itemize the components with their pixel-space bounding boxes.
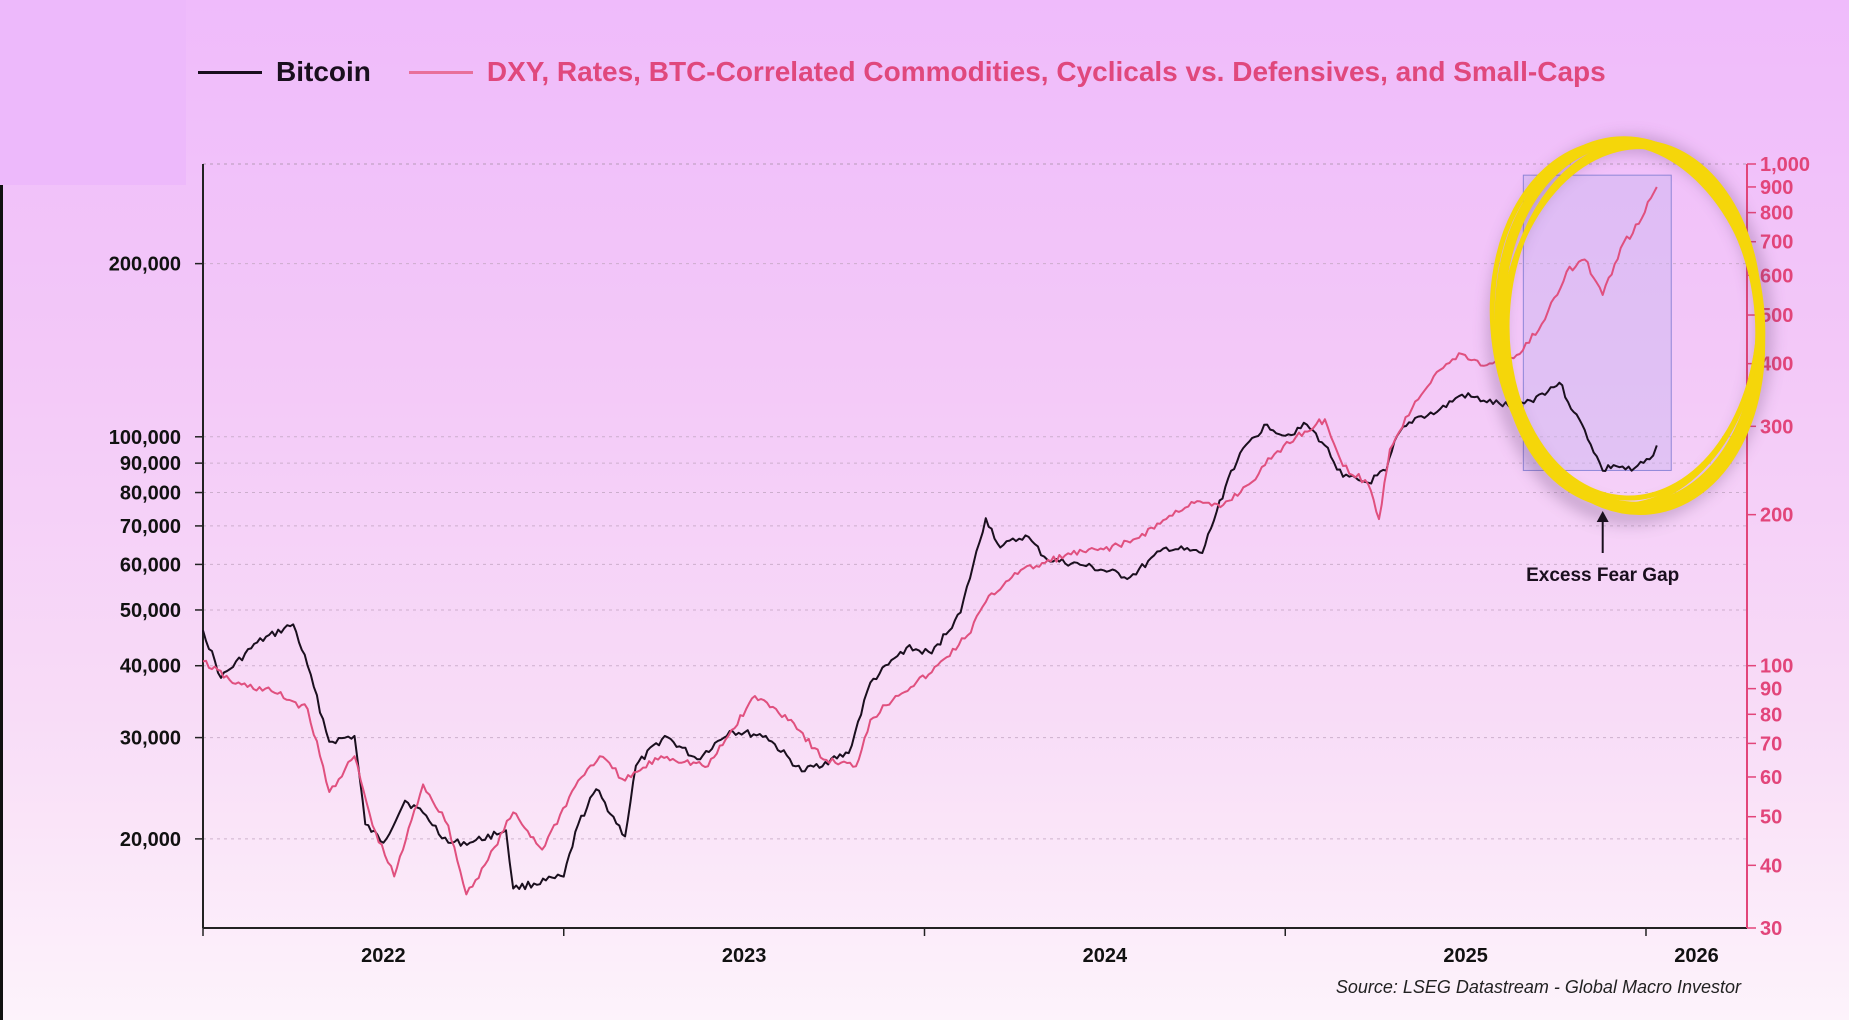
annotation-arrowhead (1596, 511, 1609, 522)
x-tick-label: 2022 (361, 945, 406, 967)
left-tick-label: 100,000 (109, 427, 181, 449)
series-line-bitcoin (202, 381, 1658, 891)
left-tick-label: 40,000 (120, 656, 181, 678)
x-tick-label: 2025 (1443, 945, 1488, 967)
right-tick-label: 80 (1760, 704, 1782, 726)
right-tick-label: 900 (1760, 177, 1793, 199)
highlight-box (1522, 174, 1672, 471)
highlight-ring (1499, 144, 1762, 509)
right-tick-label: 90 (1760, 679, 1782, 701)
left-tick-label: 50,000 (120, 600, 181, 622)
left-tick-label: 90,000 (120, 453, 181, 475)
right-tick-label: 200 (1760, 505, 1793, 527)
x-tick-label: 2026 (1674, 945, 1719, 967)
left-edge-bar (0, 185, 3, 1020)
right-tick-label: 60 (1760, 767, 1782, 789)
left-tick-label: 30,000 (120, 728, 181, 750)
x-tick-label: 2024 (1083, 945, 1128, 967)
left-tick-label: 80,000 (120, 483, 181, 505)
right-tick-label: 600 (1760, 265, 1793, 287)
left-tick-label: 70,000 (120, 516, 181, 538)
right-tick-label: 100 (1760, 656, 1793, 678)
right-tick-label: 300 (1760, 416, 1793, 438)
legend-swatch-composite (408, 70, 473, 74)
top-left-panel (0, 0, 186, 185)
legend-swatch-bitcoin (198, 70, 262, 74)
left-tick-label: 200,000 (109, 254, 181, 276)
right-tick-label: 30 (1760, 918, 1782, 940)
source-note: Source: LSEG Datastream - Global Macro I… (1335, 977, 1741, 997)
right-tick-label: 800 (1760, 203, 1793, 225)
x-tick-label: 2023 (722, 945, 767, 967)
series-line-composite (202, 186, 1658, 896)
legend-label-bitcoin: Bitcoin (276, 56, 371, 87)
right-tick-label: 50 (1760, 807, 1782, 829)
left-tick-label: 60,000 (120, 554, 181, 576)
right-tick-label: 40 (1760, 855, 1782, 877)
right-tick-label: 700 (1760, 232, 1793, 254)
left-tick-label: 20,000 (120, 829, 181, 851)
right-tick-label: 70 (1760, 733, 1782, 755)
chart-legend: Bitcoin DXY, Rates, BTC-Correlated Commo… (198, 56, 1606, 88)
right-tick-label: 1,000 (1760, 154, 1810, 176)
annotation-label: Excess Fear Gap (1526, 565, 1679, 586)
legend-label-composite: DXY, Rates, BTC-Correlated Commodities, … (486, 56, 1606, 87)
